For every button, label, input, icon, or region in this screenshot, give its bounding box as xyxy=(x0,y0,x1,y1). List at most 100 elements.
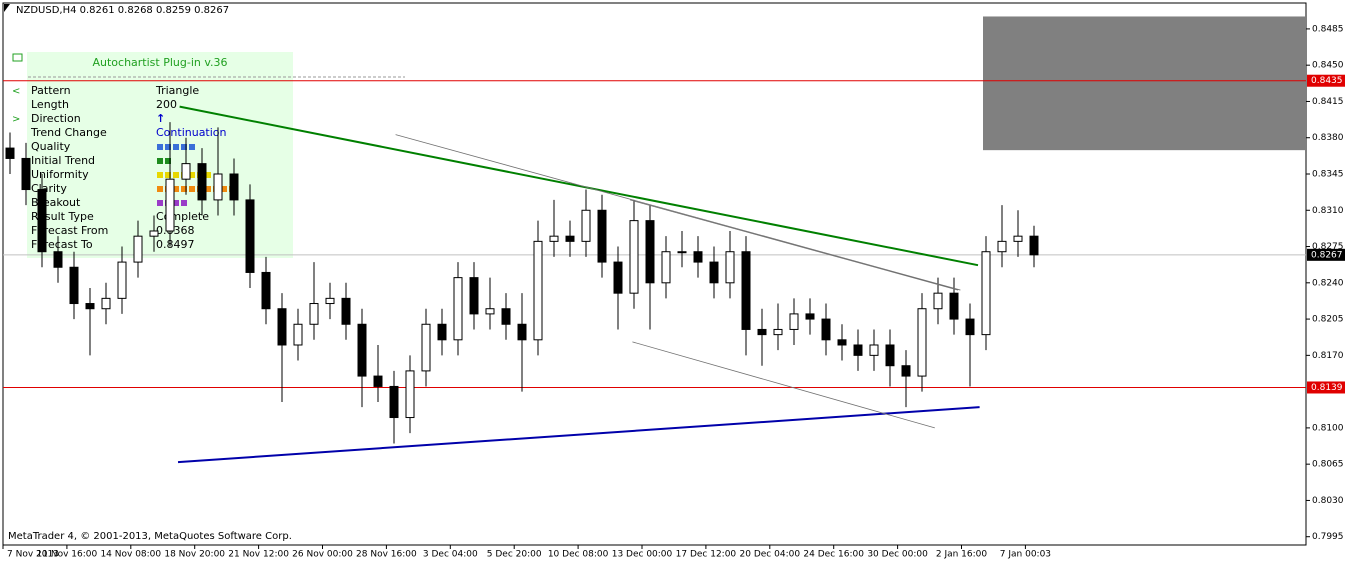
rating-square xyxy=(173,144,179,150)
candle-body xyxy=(341,297,351,325)
panel-row-value: Complete xyxy=(156,210,209,223)
candle-body xyxy=(629,220,639,294)
rating-square xyxy=(181,144,187,150)
panel-row-label: Pattern xyxy=(31,84,71,97)
candle-body xyxy=(309,303,319,325)
panel-row-label: Trend Change xyxy=(30,126,107,139)
candle-body xyxy=(293,323,303,346)
candle-body xyxy=(725,251,735,284)
candle-body xyxy=(869,344,879,356)
panel-row-value: Triangle xyxy=(155,84,199,97)
candle-body xyxy=(117,261,127,299)
candle-body xyxy=(581,209,591,242)
level-label-box xyxy=(1307,248,1345,261)
candle-body xyxy=(101,297,111,310)
y-tick-label: 0.8170 xyxy=(1312,351,1344,361)
rating-square xyxy=(173,200,179,206)
candle-body xyxy=(501,308,511,325)
x-tick-label: 13 Dec 00:00 xyxy=(612,550,673,560)
candle-body xyxy=(677,251,687,254)
rating-square xyxy=(189,144,195,150)
footer: MetaTrader 4, © 2001-2013, MetaQuotes So… xyxy=(8,531,292,542)
candle-body xyxy=(485,308,495,315)
x-tick-label: 26 Nov 00:00 xyxy=(292,550,353,560)
header: NZDUSD,H4 0.8261 0.8268 0.8259 0.8267 xyxy=(16,5,229,16)
panel-row-value: 0.8368 xyxy=(156,224,195,237)
candle-body xyxy=(5,147,15,159)
candle-body xyxy=(469,277,479,315)
rating-square xyxy=(165,158,171,164)
candle-body xyxy=(245,199,255,273)
rating-square xyxy=(189,172,195,178)
candle-body xyxy=(757,328,767,336)
candle-body xyxy=(85,303,95,310)
x-tick-label: 11 Nov 16:00 xyxy=(37,550,98,560)
rating-square xyxy=(165,144,171,150)
candle-body xyxy=(885,344,895,367)
level-label: 0.8139 xyxy=(1311,383,1343,393)
candle-body xyxy=(773,328,783,336)
y-tick-label: 0.8100 xyxy=(1312,423,1344,433)
rating-square xyxy=(181,186,187,192)
panel-icon xyxy=(12,53,23,62)
rating-square xyxy=(221,186,227,192)
x-tick-label: 2 Jan 16:00 xyxy=(936,550,988,560)
rating-square xyxy=(173,172,179,178)
rating-square xyxy=(157,158,163,164)
candle-body xyxy=(549,235,559,242)
candle-body xyxy=(69,266,79,305)
candle-body xyxy=(165,178,175,232)
y-tick-label: 0.8380 xyxy=(1312,133,1344,143)
rating-square xyxy=(205,172,211,178)
x-tick-label: 20 Dec 04:00 xyxy=(740,550,801,560)
rating-square xyxy=(205,186,211,192)
trendline xyxy=(177,406,980,464)
x-tick-label: 17 Dec 12:00 xyxy=(676,550,737,560)
level-label: 0.8267 xyxy=(1311,250,1343,260)
trendline xyxy=(632,341,935,429)
panel-row-value: 0.8497 xyxy=(156,238,195,251)
candle-body xyxy=(693,251,703,263)
panel-arrow[interactable]: > xyxy=(12,114,20,125)
x-tick-label: 7 Jan 00:03 xyxy=(1000,550,1051,560)
candle-body xyxy=(453,277,463,341)
candle-body xyxy=(661,251,671,284)
panel-row-label: Quality xyxy=(31,140,71,153)
candle-body xyxy=(277,308,287,346)
candle-body xyxy=(805,313,815,320)
rating-square xyxy=(157,144,163,150)
candle-body xyxy=(1029,235,1039,256)
candle-body xyxy=(37,189,47,253)
x-tick-label: 7 Nov 2013 xyxy=(7,550,59,560)
x-tick-label: 24 Dec 16:00 xyxy=(803,550,864,560)
rating-square xyxy=(157,186,163,192)
candle-body xyxy=(21,157,31,191)
y-tick-label: 0.8240 xyxy=(1312,278,1344,288)
panel-row-label: Clarity xyxy=(31,182,67,195)
candle-body xyxy=(997,240,1007,253)
candle-body xyxy=(565,235,575,242)
y-tick-label: 0.8030 xyxy=(1312,496,1344,506)
panel-row-label: Length xyxy=(31,98,69,111)
rating-square xyxy=(181,200,187,206)
y-tick-label: 0.8310 xyxy=(1312,206,1344,216)
y-tick-label: 0.8415 xyxy=(1312,97,1344,107)
candle-body xyxy=(405,370,415,419)
x-tick-label: 18 Nov 20:00 xyxy=(164,550,225,560)
candle-body xyxy=(709,261,719,284)
candle-body xyxy=(741,251,751,330)
rating-square xyxy=(157,172,163,178)
y-tick-label: 0.8275 xyxy=(1312,242,1344,252)
candle-body xyxy=(981,251,991,336)
candle-body xyxy=(437,323,447,341)
y-tick-label: 0.8485 xyxy=(1312,24,1344,34)
panel-row-label: Forecast From xyxy=(31,224,108,237)
panel-arrow[interactable]: < xyxy=(12,86,20,97)
candle-body xyxy=(53,251,63,268)
trendline xyxy=(179,105,979,267)
corner-icon xyxy=(4,4,10,12)
candle-body xyxy=(357,323,367,377)
level-label: 0.8435 xyxy=(1311,76,1343,86)
panel-row-value: 200 xyxy=(156,98,177,111)
candle-body xyxy=(149,230,159,237)
